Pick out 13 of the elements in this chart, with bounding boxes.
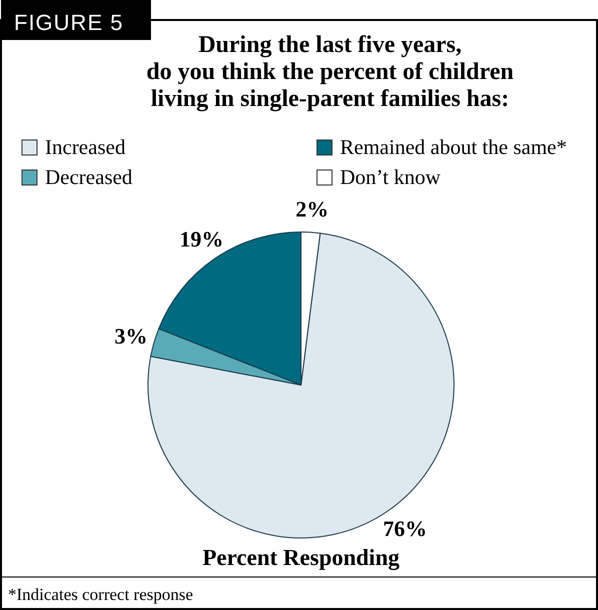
data-label: 19%: [180, 226, 224, 252]
data-label: 2%: [296, 196, 329, 222]
text: Percent Responding: [202, 545, 400, 571]
pie-slice: [148, 232, 454, 538]
slice-label: Don’t know: [340, 165, 442, 189]
data-label: 3%: [114, 324, 148, 349]
legend-label: Remained about the same*: [340, 135, 567, 159]
legend-label: Decreased: [45, 165, 133, 189]
text: *Indicates correct response: [8, 585, 194, 604]
data-label: 76%: [383, 516, 428, 542]
caption: FIGURE 5: [14, 10, 124, 35]
legend-label: Increased: [45, 135, 126, 159]
chart-title: During the last five years, do you think the percent of children living in single-parent families has:: [146, 32, 514, 112]
